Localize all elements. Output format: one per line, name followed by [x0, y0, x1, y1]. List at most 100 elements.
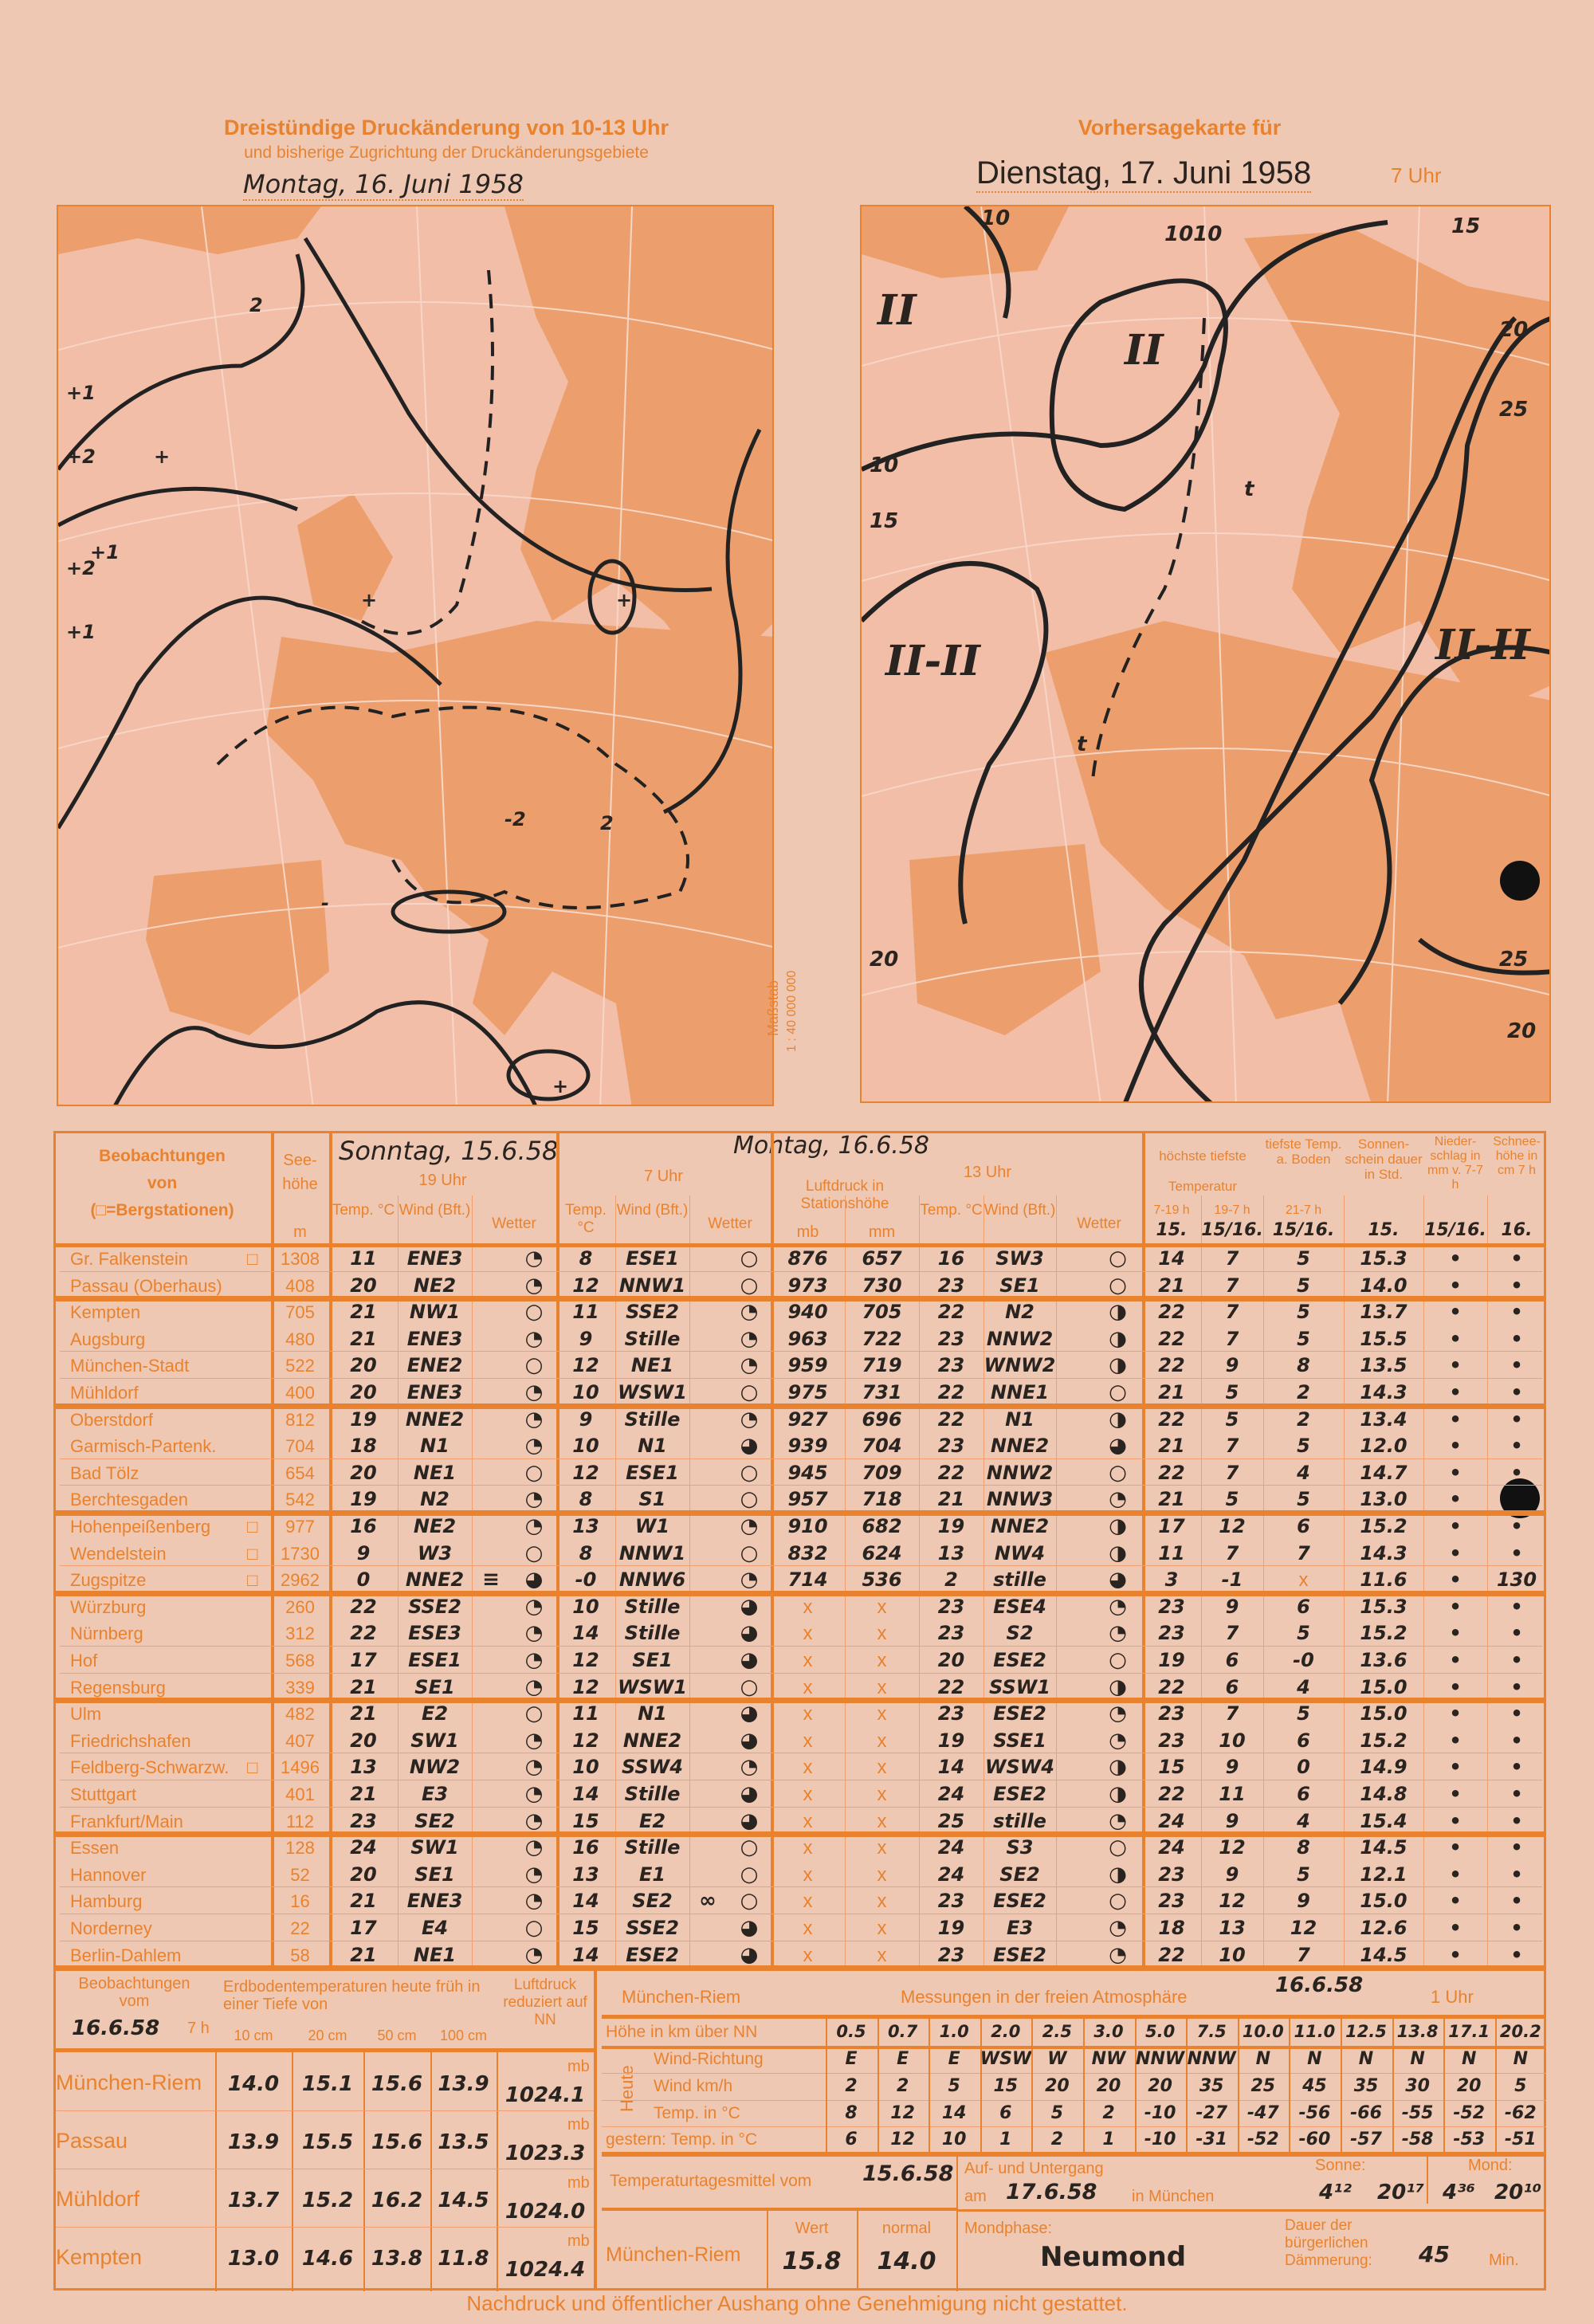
- station-altitude: 128: [285, 1838, 315, 1859]
- table-cell: 14.9: [1360, 1756, 1408, 1779]
- table-cell: S1: [638, 1488, 666, 1511]
- weather-symbol: [475, 1888, 507, 1914]
- table-cell: 719: [862, 1354, 902, 1377]
- table-cell: Stille: [624, 1622, 681, 1645]
- header-date: 15/16.: [1201, 1220, 1263, 1240]
- station-altitude: 339: [285, 1677, 315, 1698]
- weather-symbol: ○: [1109, 1889, 1127, 1914]
- soil-time: 7 h: [187, 2020, 210, 2037]
- table-cell: 22: [1158, 1301, 1185, 1324]
- map-label: t: [1244, 477, 1254, 501]
- column-divider: [771, 1131, 774, 1969]
- row-divider: [60, 1270, 1542, 1272]
- table-cell: 24: [937, 1836, 965, 1859]
- table-cell: 14.0: [1360, 1274, 1408, 1297]
- row-divider: [60, 1886, 1542, 1888]
- soil-station: Mühldorf: [56, 2187, 140, 2211]
- table-cell: stille: [993, 1809, 1046, 1832]
- soil-value: 15.6: [371, 2130, 423, 2154]
- table-cell: 722: [862, 1327, 902, 1350]
- table-cell: 9: [579, 1327, 593, 1350]
- rise-set-place: in München: [1132, 2188, 1215, 2205]
- weather-symbol: ◔: [1109, 1621, 1127, 1646]
- table-cell: 8: [579, 1247, 593, 1270]
- table-cell: SE1: [414, 1863, 455, 1886]
- table-cell: 23: [937, 1890, 965, 1913]
- weather-symbol: ○: [524, 1300, 544, 1325]
- station-name: Hohenpeißenberg: [70, 1517, 211, 1537]
- table-cell: 6: [1297, 1783, 1310, 1805]
- table-cell: 22: [1158, 1461, 1185, 1484]
- group-divider: [53, 1831, 1546, 1838]
- atmo-value: 1: [999, 2130, 1012, 2149]
- weather-symbol: ◕: [740, 1728, 759, 1753]
- map-label: +: [154, 446, 171, 468]
- table-cell: 22: [1158, 1327, 1185, 1350]
- weather-symbol: ○: [740, 1246, 759, 1270]
- table-cell: 12: [572, 1461, 599, 1484]
- table-cell: x: [803, 1729, 813, 1752]
- table-cell: x: [803, 1890, 813, 1913]
- atmo-value: N: [1307, 2049, 1322, 2069]
- table-cell: 13.7: [1360, 1301, 1408, 1324]
- weather-symbol: ◑: [1109, 1674, 1127, 1699]
- weather-symbol: ◑: [1109, 1514, 1127, 1538]
- table-cell: •: [1449, 1595, 1462, 1618]
- station-altitude: 1730: [281, 1543, 320, 1564]
- table-cell: 22: [1158, 1407, 1185, 1431]
- weather-symbol: [692, 1862, 724, 1888]
- table-cell: 7: [1225, 1461, 1239, 1484]
- mountain-station-marker: □: [247, 1757, 258, 1778]
- moonrise: 4³⁶: [1443, 2181, 1475, 2204]
- table-cell: 14.7: [1360, 1461, 1408, 1484]
- table-cell: 21: [350, 1943, 377, 1966]
- wert-label: Wert: [795, 2220, 829, 2237]
- weather-symbol: [475, 1407, 507, 1433]
- table-cell: 5: [1297, 1702, 1310, 1725]
- weather-symbol: [475, 1728, 507, 1754]
- table-cell: 13: [1219, 1917, 1246, 1939]
- pressure-change-map: +1 +2 +2 +1 +1 2 -2 2 + + + - +: [57, 205, 774, 1106]
- table-cell: 10: [572, 1435, 599, 1458]
- table-cell: 657: [862, 1247, 902, 1270]
- atmo-value: NW: [1091, 2049, 1126, 2069]
- map-label: 25: [1499, 398, 1529, 422]
- soil-station: Passau: [56, 2129, 128, 2153]
- table-cell: 24: [937, 1863, 965, 1886]
- map-label: +1: [66, 621, 96, 643]
- station-altitude: 704: [285, 1436, 315, 1457]
- daily-mean-station: München-Riem: [606, 2244, 741, 2266]
- table-cell: •: [1510, 1836, 1523, 1859]
- atmo-value: E: [948, 2049, 960, 2069]
- table-cell: 21: [350, 1301, 377, 1324]
- table-cell: 21: [350, 1890, 377, 1913]
- column-divider: [1427, 2156, 1428, 2204]
- table-cell: 12: [1219, 1890, 1246, 1913]
- weather-symbol: [475, 1915, 507, 1941]
- table-frame: [53, 1131, 1546, 1969]
- table-cell: ENE3: [406, 1890, 463, 1913]
- row-divider: [60, 1458, 1542, 1459]
- table-cell: 11: [572, 1702, 599, 1725]
- atmo-value: 0.5: [836, 2022, 866, 2041]
- column-divider: [1237, 2019, 1239, 2153]
- forecast-map: II II II-II II-II 1010 10 15 15 20 20 25 25 20 10 t t: [860, 205, 1551, 1103]
- atmo-value: 2: [1050, 2130, 1064, 2149]
- sunday-date: Sonntag, 15.6.58: [339, 1136, 559, 1166]
- table-cell: 975: [787, 1381, 828, 1403]
- weather-symbol: [692, 1541, 724, 1567]
- table-cell: 9: [579, 1407, 593, 1431]
- weather-symbol: [475, 1781, 507, 1808]
- atmo-divider: [602, 2015, 1546, 2019]
- table-cell: 7: [1297, 1943, 1310, 1966]
- station-altitude: 1308: [281, 1249, 320, 1269]
- weather-symbol: [475, 1352, 507, 1379]
- map-label: 1010: [1164, 222, 1223, 246]
- group-divider: [53, 1510, 1546, 1516]
- column-divider: [956, 2156, 958, 2291]
- moon-phase-value: Neumond: [1040, 2241, 1187, 2273]
- weather-symbol: ◑: [1109, 1300, 1127, 1325]
- map-label: +: [616, 589, 633, 611]
- table-cell: •: [1449, 1890, 1462, 1913]
- atmo-row-label: Wind-Richtung: [654, 2050, 764, 2068]
